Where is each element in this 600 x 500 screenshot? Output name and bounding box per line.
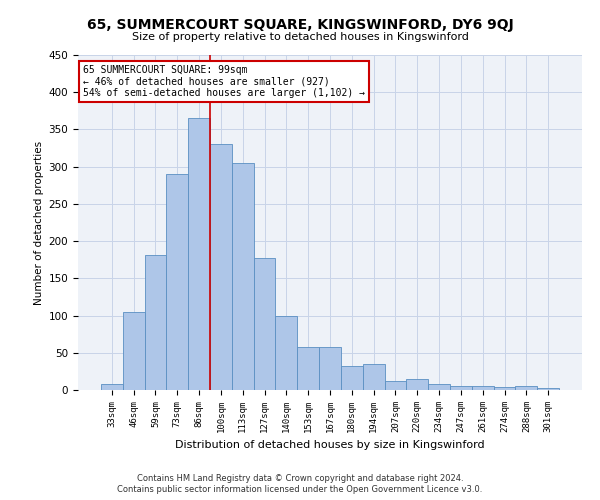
- Bar: [450, 386, 472, 390]
- Bar: [210, 144, 232, 390]
- Text: 65, SUMMERCOURT SQUARE, KINGSWINFORD, DY6 9QJ: 65, SUMMERCOURT SQUARE, KINGSWINFORD, DY…: [86, 18, 514, 32]
- Bar: [297, 347, 319, 390]
- Text: 65 SUMMERCOURT SQUARE: 99sqm
← 46% of detached houses are smaller (927)
54% of s: 65 SUMMERCOURT SQUARE: 99sqm ← 46% of de…: [83, 65, 365, 98]
- Text: Contains HM Land Registry data © Crown copyright and database right 2024.
Contai: Contains HM Land Registry data © Crown c…: [118, 474, 482, 494]
- Bar: [537, 388, 559, 390]
- Y-axis label: Number of detached properties: Number of detached properties: [34, 140, 44, 304]
- Bar: [254, 258, 275, 390]
- Bar: [123, 312, 145, 390]
- Bar: [101, 384, 123, 390]
- X-axis label: Distribution of detached houses by size in Kingswinford: Distribution of detached houses by size …: [175, 440, 485, 450]
- Bar: [319, 347, 341, 390]
- Bar: [472, 386, 494, 390]
- Bar: [232, 163, 254, 390]
- Bar: [145, 254, 166, 390]
- Bar: [166, 174, 188, 390]
- Text: Size of property relative to detached houses in Kingswinford: Size of property relative to detached ho…: [131, 32, 469, 42]
- Bar: [188, 118, 210, 390]
- Bar: [406, 379, 428, 390]
- Bar: [341, 366, 363, 390]
- Bar: [494, 387, 515, 390]
- Bar: [363, 364, 385, 390]
- Bar: [515, 386, 537, 390]
- Bar: [275, 316, 297, 390]
- Bar: [428, 384, 450, 390]
- Bar: [385, 381, 406, 390]
